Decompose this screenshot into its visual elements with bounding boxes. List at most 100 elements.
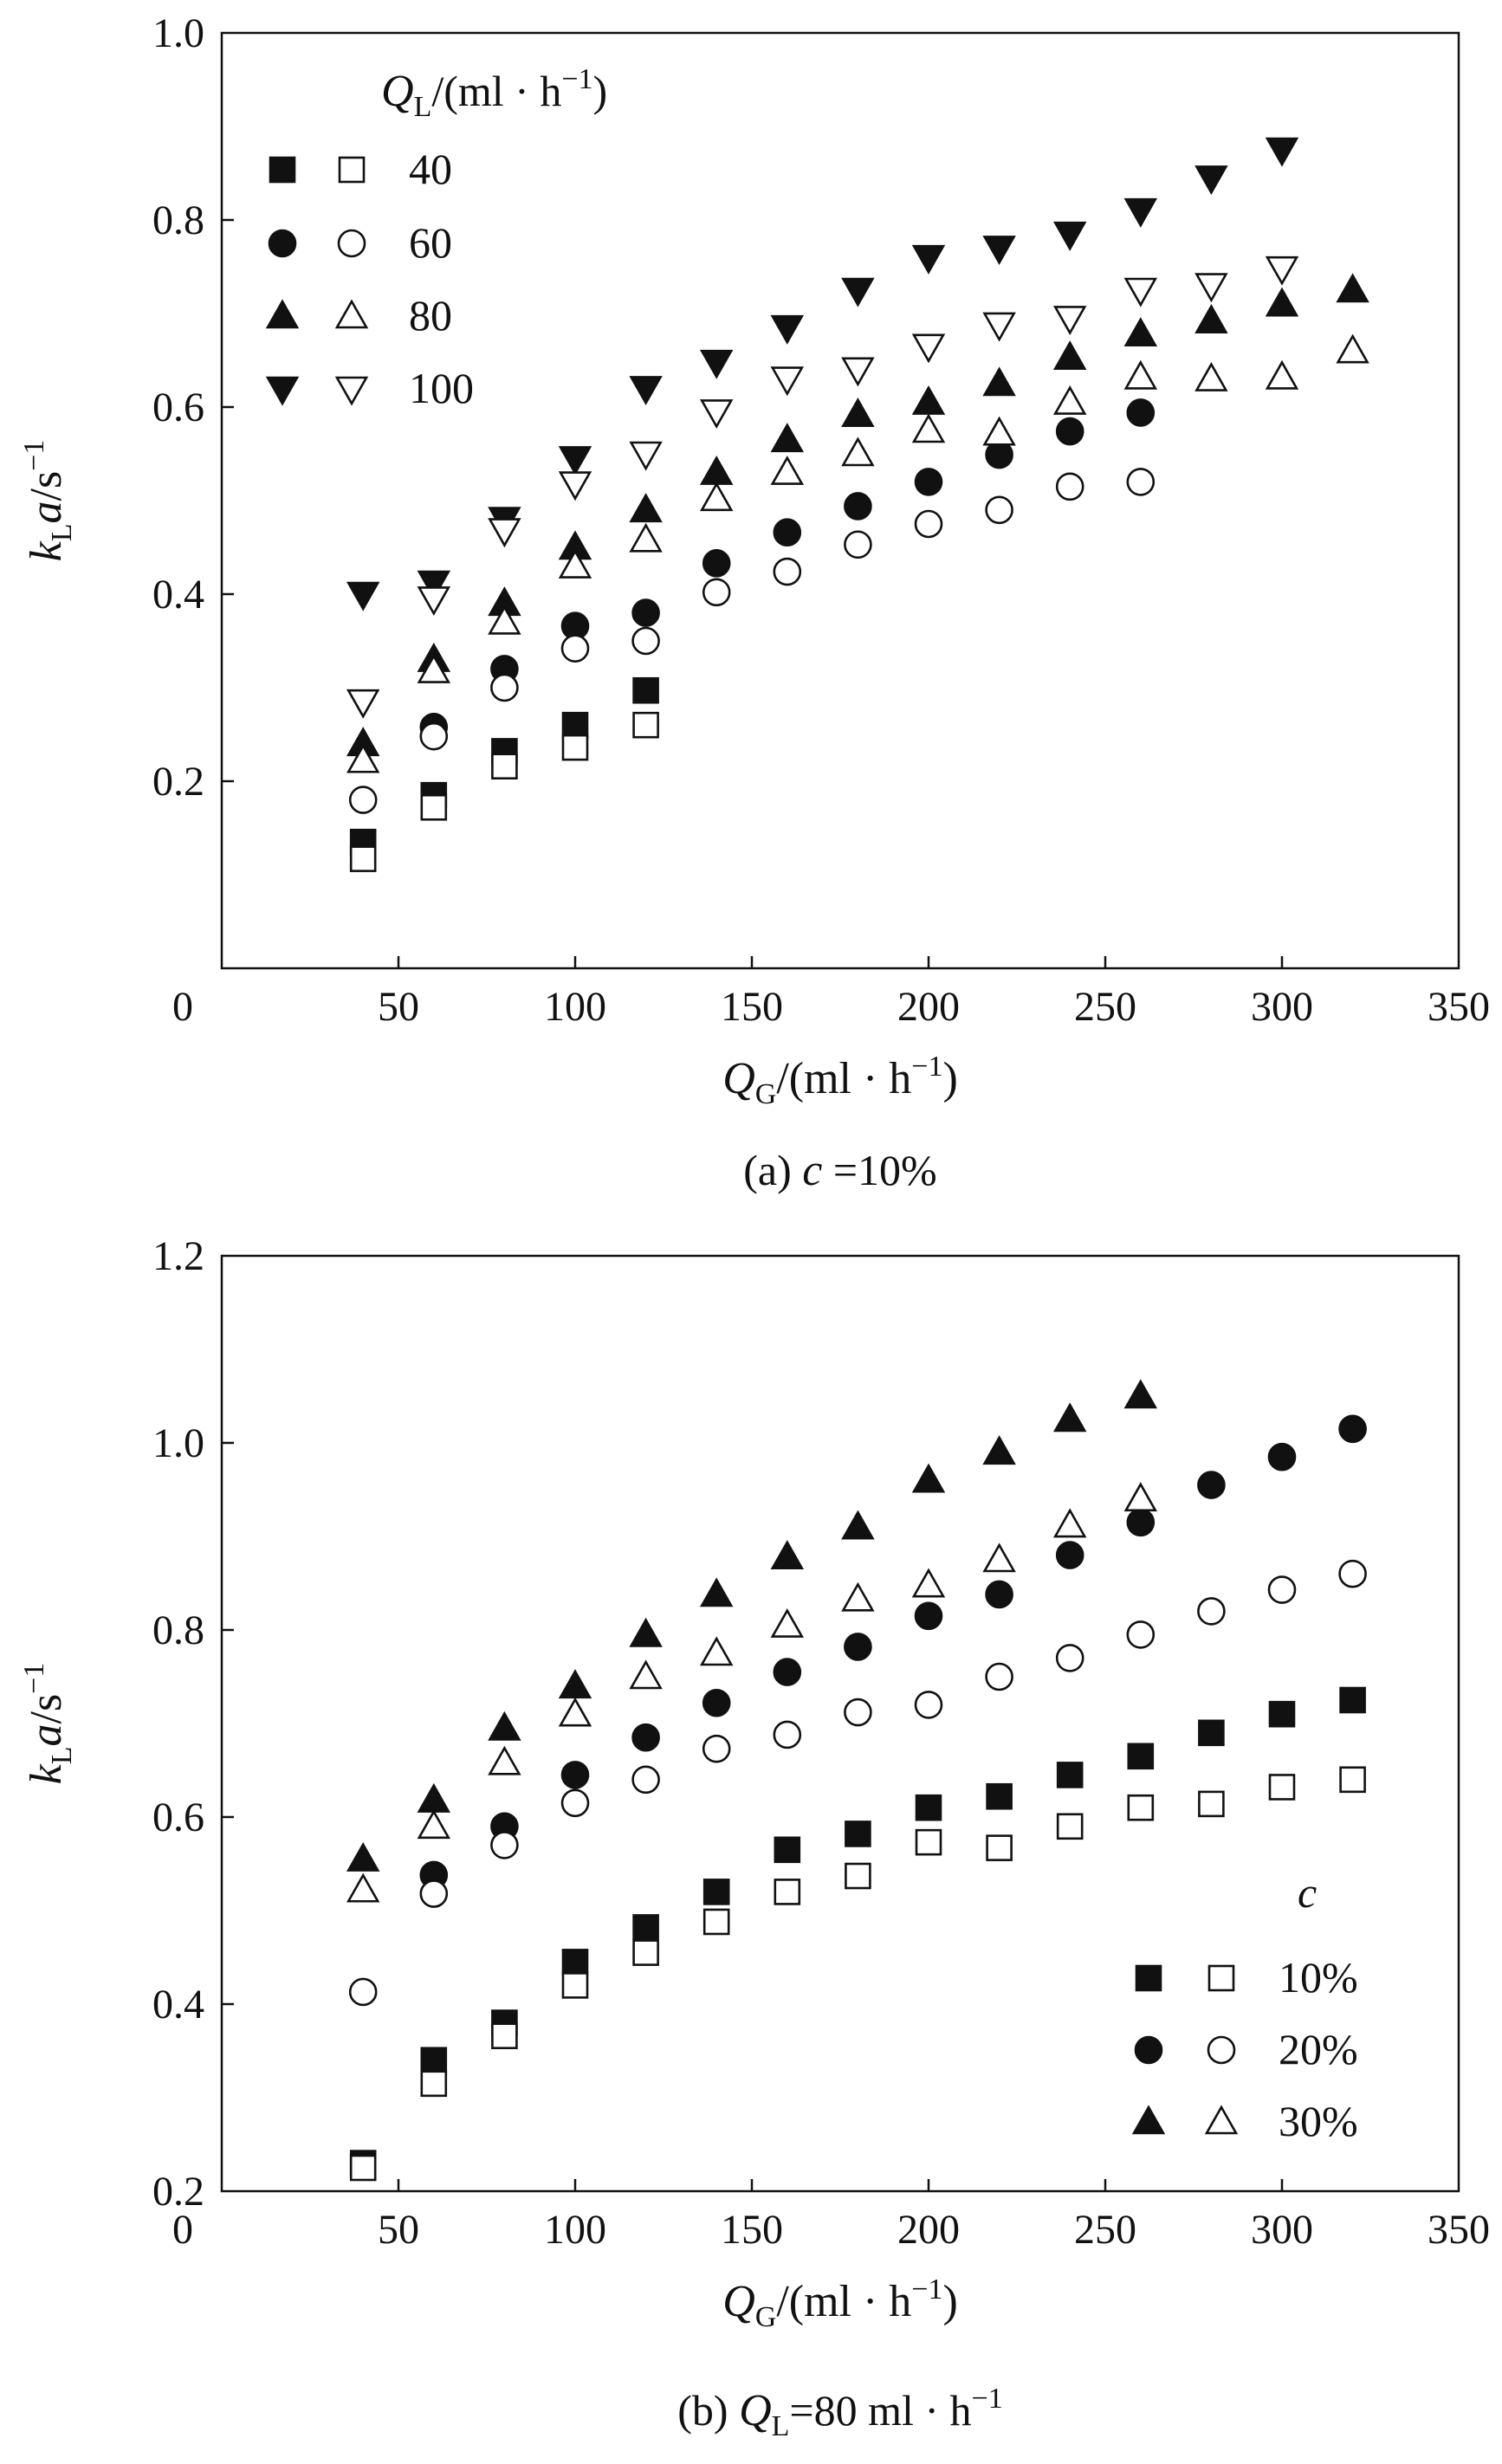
data-point <box>419 721 449 751</box>
data-point <box>1194 165 1228 196</box>
data-point <box>982 1435 1016 1465</box>
data-point <box>558 1669 592 1699</box>
data-point <box>915 1794 942 1821</box>
data-point <box>560 634 590 663</box>
data-point <box>1336 273 1369 303</box>
data-point <box>1265 137 1299 167</box>
data-point <box>845 1821 871 1847</box>
data-point <box>985 1662 1013 1691</box>
data-point <box>1265 287 1299 317</box>
y-tick-label: 0.4 <box>152 1982 204 2027</box>
panel-caption: (a) c =10% <box>743 1146 936 1195</box>
data-point <box>1338 1414 1367 1444</box>
data-point <box>914 1691 943 1719</box>
data-point <box>1126 468 1156 496</box>
data-point <box>699 1577 734 1607</box>
data-point <box>914 1601 943 1631</box>
data-point <box>629 376 663 406</box>
data-point <box>702 549 731 578</box>
plot-frame <box>220 1254 1460 2193</box>
data-point <box>629 493 663 523</box>
legend-label: 10% <box>1279 1953 1358 2002</box>
legend-label: 20% <box>1279 2025 1358 2073</box>
data-point <box>1123 1482 1158 1512</box>
data-point <box>1339 1766 1366 1794</box>
data-point <box>702 1688 731 1717</box>
data-point <box>488 1711 521 1741</box>
legend-marker-filled <box>1134 2035 1163 2065</box>
data-point <box>631 626 660 656</box>
x-ticks: 0 50 100 150 200 250 300 350 <box>172 2179 1490 2253</box>
legend-label: 80 <box>409 291 452 340</box>
data-point <box>773 1720 802 1749</box>
data-point <box>631 598 660 627</box>
data-point <box>346 1841 380 1872</box>
data-point <box>1123 197 1158 228</box>
data-point <box>1052 1508 1087 1538</box>
data-point <box>490 1831 519 1859</box>
data-point <box>914 468 943 496</box>
data-point <box>558 1697 592 1727</box>
data-point <box>417 1782 451 1813</box>
data-point <box>1268 1700 1296 1728</box>
legend-markers <box>265 156 369 406</box>
data-points <box>346 1379 1367 2182</box>
data-point <box>1265 359 1299 390</box>
data-point <box>1052 306 1087 336</box>
data-point <box>985 440 1013 469</box>
data-point <box>1055 1644 1084 1672</box>
data-point <box>420 793 448 821</box>
data-point <box>491 2022 518 2050</box>
data-point <box>561 711 589 739</box>
data-point <box>560 1761 590 1789</box>
data-point <box>1194 273 1228 303</box>
y-tick-label: 0.6 <box>152 385 204 430</box>
data-point <box>631 1765 660 1795</box>
data-point <box>1055 472 1084 501</box>
x-tick-label: 0 <box>172 2207 193 2253</box>
data-point <box>1265 255 1299 286</box>
data-point <box>982 312 1016 342</box>
data-point <box>629 1659 663 1690</box>
data-point <box>1056 1762 1084 1788</box>
data-point <box>1056 1813 1084 1840</box>
data-point <box>1197 1471 1226 1499</box>
data-point <box>699 399 734 430</box>
data-point <box>844 1633 872 1661</box>
data-point <box>488 1745 521 1775</box>
legend-marker-open <box>1204 2105 1239 2135</box>
data-point <box>982 236 1016 266</box>
x-tick-label: 100 <box>544 2207 606 2253</box>
legend-marker-filled <box>269 156 296 184</box>
data-point <box>629 1617 663 1647</box>
data-point <box>420 2070 448 2098</box>
legend-title: c <box>1298 1868 1317 1917</box>
data-point <box>632 711 659 739</box>
data-points <box>346 137 1369 872</box>
data-point <box>841 357 875 387</box>
data-point <box>1127 1743 1155 1770</box>
data-point <box>844 1698 872 1727</box>
data-point <box>631 1723 660 1752</box>
data-point <box>911 385 946 415</box>
data-point <box>488 518 521 548</box>
legend-marker-open <box>334 299 369 329</box>
legend-marker-open <box>337 229 366 258</box>
data-point <box>911 413 946 443</box>
data-point <box>702 1908 730 1936</box>
data-point <box>488 605 521 635</box>
legend: QL/(ml · h−1) 40 60 80 100 <box>265 63 607 412</box>
data-point <box>841 277 875 307</box>
data-point <box>982 366 1016 397</box>
data-point <box>774 1879 801 1905</box>
data-point <box>1126 398 1156 427</box>
data-point <box>1055 417 1084 446</box>
data-point <box>985 495 1013 525</box>
data-point <box>914 509 943 539</box>
data-point <box>699 482 734 512</box>
legend-label: 30% <box>1279 2097 1358 2145</box>
data-point <box>632 1939 659 1966</box>
data-point <box>1194 361 1228 391</box>
data-point <box>770 366 805 397</box>
data-point <box>911 333 946 364</box>
